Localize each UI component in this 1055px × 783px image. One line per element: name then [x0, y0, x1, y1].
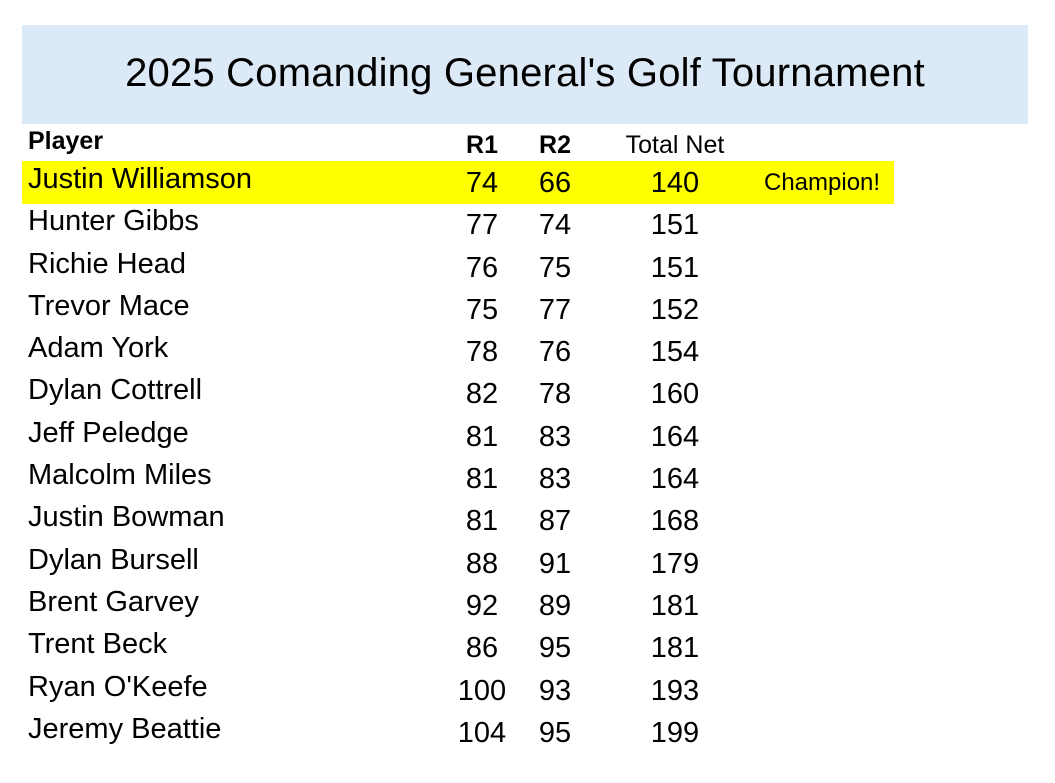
table-row: Dylan Bursell 88 91 179 [0, 542, 1055, 584]
round-1-score: 78 [465, 336, 499, 369]
table-row: Jeremy Beattie 104 95 199 [0, 711, 1055, 753]
player-name: Dylan Cottrell [28, 374, 203, 407]
round-2-score: 75 [538, 251, 572, 284]
table-row: Richie Head 76 75 151 [0, 246, 1055, 288]
table-row: Justin Bowman 81 87 168 [0, 499, 1055, 541]
total-net-score: 152 [650, 293, 700, 326]
round-1-score: 74 [465, 167, 499, 199]
round-2-score: 83 [538, 463, 572, 496]
round-2-score: 74 [538, 209, 572, 242]
player-name: Justin Bowman [28, 501, 225, 534]
round-1-score: 76 [465, 251, 499, 284]
table-row-champion: Justin Williamson 74 66 140 Champion! [0, 161, 1055, 204]
title-banner: 2025 Comanding General's Golf Tournament [22, 25, 1028, 124]
round-2-score: 66 [538, 167, 572, 199]
total-net-score: 168 [650, 505, 700, 538]
total-net-score: 151 [650, 251, 700, 284]
table-row: Hunter Gibbs 77 74 151 [0, 203, 1055, 245]
player-name: Malcolm Miles [28, 459, 212, 492]
champion-label: Champion! [764, 169, 881, 196]
round-1-score: 75 [465, 293, 499, 326]
round-2-score: 87 [538, 505, 572, 538]
player-name: Richie Head [28, 247, 186, 280]
total-net-score: 193 [650, 674, 700, 707]
table-row: Adam York 78 76 154 [0, 330, 1055, 372]
player-name: Hunter Gibbs [28, 205, 199, 238]
round-2-score: 93 [538, 674, 572, 707]
round-1-score: 100 [457, 674, 507, 707]
table-row: Dylan Cottrell 82 78 160 [0, 372, 1055, 414]
total-net-score: 179 [650, 547, 700, 580]
player-name: Trent Beck [28, 628, 168, 661]
player-name: Ryan O'Keefe [28, 670, 208, 703]
total-net-score: 164 [650, 420, 700, 453]
round-2-score: 77 [538, 293, 572, 326]
total-net-score: 199 [650, 716, 700, 749]
total-net-score: 154 [650, 336, 700, 369]
header-total-net: Total Net [625, 131, 725, 159]
round-2-score: 91 [538, 547, 572, 580]
round-1-score: 88 [465, 547, 499, 580]
round-2-score: 78 [538, 378, 572, 411]
round-1-score: 81 [465, 505, 499, 538]
table-header: Player R1 R2 Total Net [0, 125, 1055, 161]
header-r2: R2 [539, 131, 571, 159]
round-1-score: 92 [465, 589, 499, 622]
champion-highlight [22, 161, 894, 204]
total-net-score: 164 [650, 463, 700, 496]
player-name: Jeremy Beattie [28, 712, 222, 745]
total-net-score: 160 [650, 378, 700, 411]
total-net-score: 151 [650, 209, 700, 242]
round-2-score: 89 [538, 589, 572, 622]
total-net-score: 181 [650, 632, 700, 665]
round-2-score: 76 [538, 336, 572, 369]
player-name: Trevor Mace [28, 289, 190, 322]
table-row: Brent Garvey 92 89 181 [0, 584, 1055, 626]
player-name: Jeff Peledge [28, 416, 189, 449]
header-player: Player [28, 127, 104, 155]
player-name: Brent Garvey [28, 585, 199, 618]
table-row: Malcolm Miles 81 83 164 [0, 457, 1055, 499]
table-row: Jeff Peledge 81 83 164 [0, 415, 1055, 457]
page-title: 2025 Comanding General's Golf Tournament [125, 51, 925, 95]
round-1-score: 104 [457, 716, 507, 749]
round-1-score: 86 [465, 632, 499, 665]
table-row: Trent Beck 86 95 181 [0, 626, 1055, 668]
round-2-score: 95 [538, 716, 572, 749]
player-name: Justin Williamson [28, 163, 252, 195]
round-2-score: 83 [538, 420, 572, 453]
leaderboard-table: Justin Williamson 74 66 140 Champion! Hu… [0, 161, 1055, 753]
player-name: Adam York [28, 332, 169, 365]
player-name: Dylan Bursell [28, 543, 199, 576]
round-1-score: 81 [465, 420, 499, 453]
total-net-score: 181 [650, 589, 700, 622]
round-2-score: 95 [538, 632, 572, 665]
round-1-score: 81 [465, 463, 499, 496]
total-net-score: 140 [650, 167, 700, 199]
round-1-score: 82 [465, 378, 499, 411]
round-1-score: 77 [465, 209, 499, 242]
header-r1: R1 [466, 131, 498, 159]
table-row: Ryan O'Keefe 100 93 193 [0, 669, 1055, 711]
table-row: Trevor Mace 75 77 152 [0, 288, 1055, 330]
